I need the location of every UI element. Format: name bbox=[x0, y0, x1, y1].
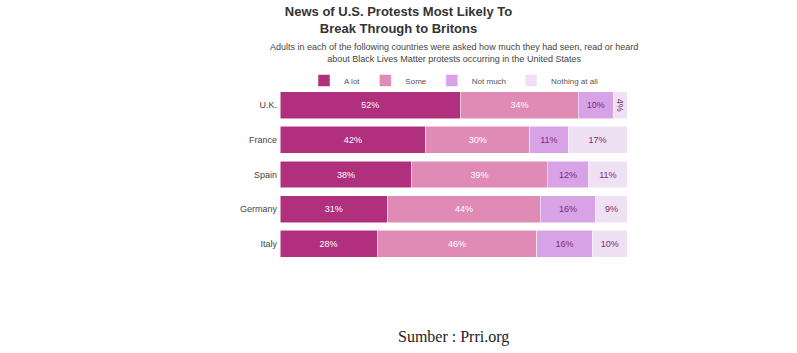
svg-text:Germany: Germany bbox=[240, 204, 278, 214]
svg-text:16%: 16% bbox=[559, 204, 577, 214]
svg-text:34%: 34% bbox=[510, 100, 528, 110]
svg-text:Adults in each of the followin: Adults in each of the following countrie… bbox=[270, 42, 638, 64]
svg-text:Spain: Spain bbox=[254, 170, 277, 180]
svg-text:52%: 52% bbox=[361, 100, 379, 110]
svg-text:17%: 17% bbox=[588, 135, 606, 145]
svg-text:11%: 11% bbox=[599, 170, 616, 180]
svg-text:42%: 42% bbox=[344, 135, 362, 145]
svg-text:28%: 28% bbox=[320, 239, 338, 249]
svg-text:10%: 10% bbox=[587, 100, 605, 110]
svg-text:11%: 11% bbox=[540, 135, 557, 145]
svg-text:A lot: A lot bbox=[344, 77, 360, 86]
svg-text:38%: 38% bbox=[337, 170, 355, 180]
svg-text:Italy: Italy bbox=[260, 239, 277, 249]
svg-text:U.K.: U.K. bbox=[259, 100, 277, 110]
svg-text:12%: 12% bbox=[559, 170, 577, 180]
svg-text:31%: 31% bbox=[325, 204, 343, 214]
svg-text:30%: 30% bbox=[469, 135, 487, 145]
svg-text:39%: 39% bbox=[471, 170, 489, 180]
svg-text:News of U.S. Protests Most Lik: News of U.S. Protests Most Likely ToBrea… bbox=[285, 4, 512, 36]
svg-text:Nothing at all: Nothing at all bbox=[551, 77, 598, 86]
svg-text:46%: 46% bbox=[448, 239, 466, 249]
svg-text:Some: Some bbox=[405, 77, 426, 86]
svg-text:4%: 4% bbox=[615, 99, 625, 112]
svg-text:9%: 9% bbox=[605, 204, 618, 214]
svg-text:France: France bbox=[249, 135, 277, 145]
svg-text:44%: 44% bbox=[455, 204, 473, 214]
svg-text:16%: 16% bbox=[556, 239, 574, 249]
svg-text:10%: 10% bbox=[601, 239, 619, 249]
svg-text:Not much: Not much bbox=[472, 77, 506, 86]
svg-text:Sumber : Prri.org: Sumber : Prri.org bbox=[398, 328, 509, 346]
